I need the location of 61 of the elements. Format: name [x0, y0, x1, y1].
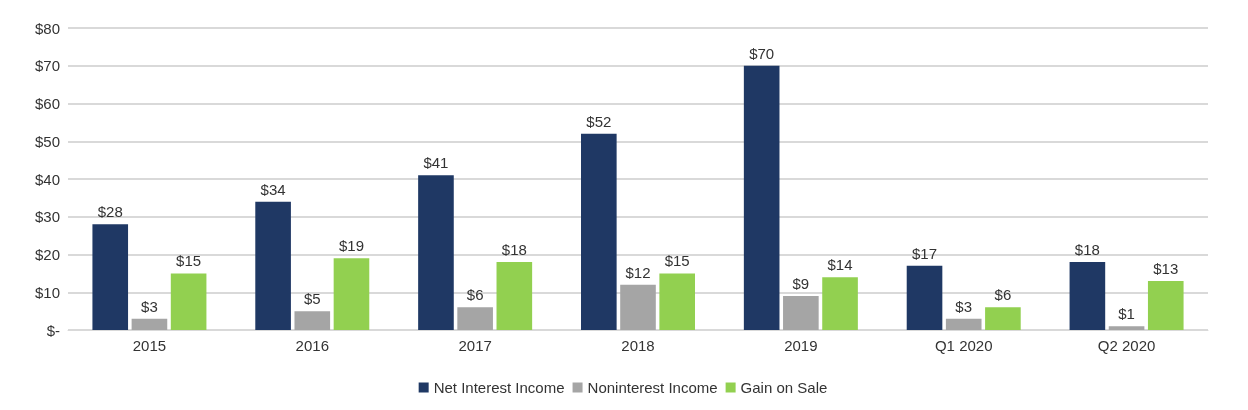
y-tick-label: $70: [34, 57, 60, 75]
bar: [620, 284, 656, 330]
bar: [985, 307, 1021, 330]
bar: [945, 318, 982, 330]
data-label: $19: [338, 237, 364, 255]
y-tick-label: $20: [34, 246, 60, 263]
data-label: $5: [303, 290, 321, 308]
x-tick-label: 2015: [132, 337, 167, 354]
x-tick-label: 2017: [458, 337, 492, 354]
bar: [92, 224, 129, 330]
data-label: $70: [749, 44, 775, 62]
x-tick-label: 2018: [621, 337, 655, 354]
bar: [659, 273, 695, 330]
data-label: $14: [827, 256, 853, 274]
data-label: $52: [586, 112, 612, 130]
bar: [418, 175, 454, 330]
bar: [1108, 326, 1145, 330]
data-label: $18: [1074, 241, 1100, 259]
bar: [581, 133, 617, 330]
bar: [1147, 280, 1184, 330]
data-label: $17: [912, 244, 938, 262]
data-label: $3: [141, 297, 158, 315]
bar: [496, 262, 533, 330]
data-label: $15: [664, 252, 690, 270]
data-label: $13: [1153, 259, 1179, 277]
legend-label: Noninterest Income: [587, 379, 718, 396]
data-label: $28: [97, 203, 123, 221]
y-tick-label: $30: [34, 208, 60, 226]
data-label: $18: [501, 241, 527, 259]
data-label: $1: [1118, 305, 1135, 323]
bar: [783, 296, 819, 330]
data-label: $41: [423, 154, 449, 172]
bar: [906, 265, 943, 330]
data-label: $12: [625, 263, 651, 281]
y-tick-label: $10: [34, 283, 60, 301]
bar: [131, 318, 168, 330]
x-tick-label: 2016: [295, 337, 329, 354]
y-tick-label: $60: [34, 95, 60, 112]
bar: [457, 307, 493, 330]
data-label: $6: [466, 286, 484, 304]
bar: [1069, 262, 1106, 330]
data-label: $9: [792, 275, 810, 293]
bar: [255, 201, 291, 330]
x-tick-label: Q2 2020: [1097, 337, 1156, 354]
legend-label: Gain on Sale: [740, 379, 828, 396]
y-tick-label: $80: [34, 19, 60, 37]
data-label: $6: [994, 286, 1012, 304]
y-tick-label: $50: [34, 132, 60, 150]
bar: [822, 277, 858, 330]
bar: [294, 311, 331, 330]
y-tick-label: $40: [34, 170, 60, 188]
data-label: $3: [955, 297, 973, 315]
legend-label: Net Interest Income: [433, 379, 565, 396]
data-label: $15: [176, 252, 202, 270]
bar: [170, 273, 207, 330]
y-tick-label: $-: [46, 321, 60, 339]
x-tick-label: Q1 2020: [934, 337, 993, 354]
x-tick-label: 2019: [784, 337, 818, 354]
bar: [333, 258, 370, 330]
bar: [743, 65, 780, 330]
data-label: $34: [260, 180, 286, 198]
